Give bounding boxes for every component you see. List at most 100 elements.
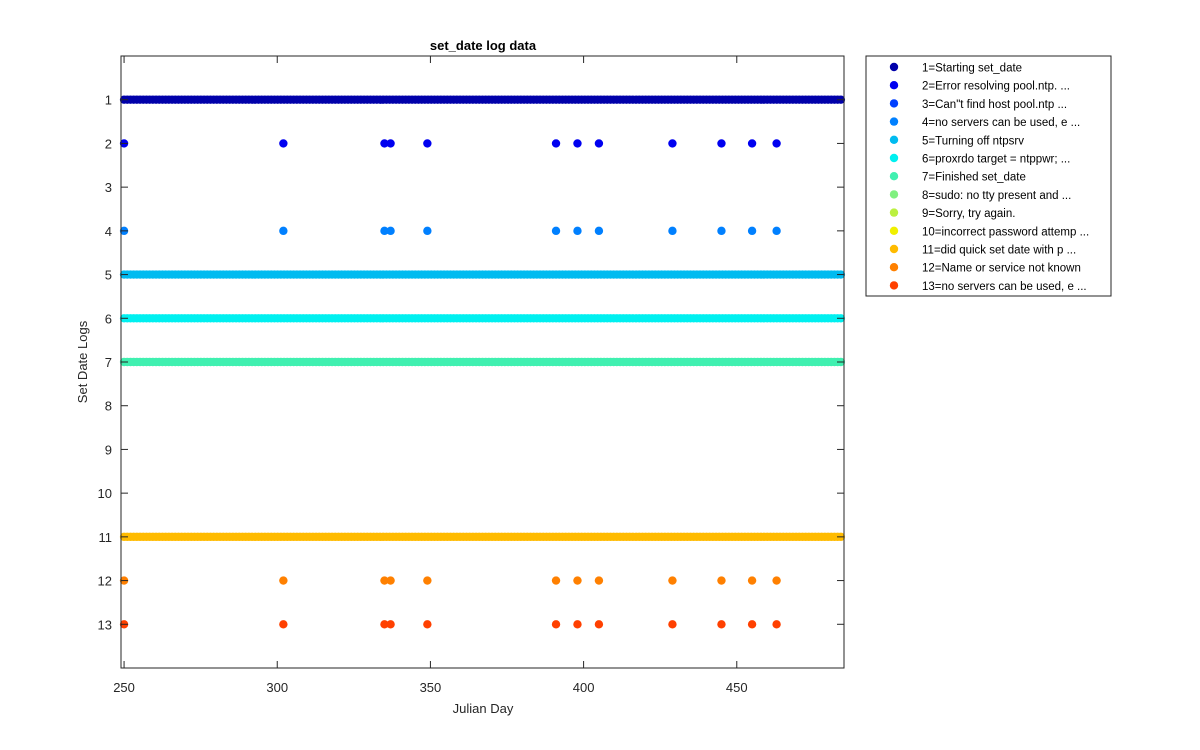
y-tick-label: 2 xyxy=(105,136,112,151)
legend-entry: 3=Can"t find host pool.ntp ... xyxy=(889,99,1067,111)
legend-label: 3=Can"t find host pool.ntp ... xyxy=(922,99,1067,111)
legend-entry: 9=Sorry, try again. xyxy=(889,208,1015,220)
series-7 xyxy=(119,357,846,367)
legend-entry: 6=proxrdo target = ntppwr; ... xyxy=(889,154,1070,166)
legend-entry: 7=Finished set_date xyxy=(889,172,1026,184)
legend-marker xyxy=(889,81,899,90)
data-point xyxy=(573,620,582,629)
data-point xyxy=(551,226,561,236)
data-point xyxy=(423,620,432,629)
y-tick-label: 1 xyxy=(105,93,112,108)
data-point xyxy=(380,620,389,629)
legend-marker xyxy=(889,226,899,235)
series-13 xyxy=(119,620,781,629)
y-tick-label: 10 xyxy=(98,486,112,501)
data-point xyxy=(668,226,677,236)
data-point xyxy=(423,139,432,148)
legend-entries: 1=Starting set_date 2=Error resolving poo… xyxy=(889,62,1089,293)
data-point xyxy=(279,620,288,629)
y-tick-label: 11 xyxy=(99,530,113,545)
legend-label: 2=Error resolving pool.ntp. ... xyxy=(922,81,1070,93)
data-point xyxy=(668,576,677,585)
legend-entry: 12=Name or service not known xyxy=(889,263,1081,275)
data-point xyxy=(772,576,781,585)
data-point xyxy=(772,620,781,629)
data-point xyxy=(717,576,726,585)
x-tick-label: 250 xyxy=(113,680,135,695)
data-point xyxy=(423,226,432,236)
data-point xyxy=(747,576,757,585)
x-tick-label: 300 xyxy=(266,680,288,695)
data-point xyxy=(386,226,395,236)
y-tick-label: 13 xyxy=(98,617,112,632)
data-point xyxy=(772,226,781,236)
y-tick-label: 7 xyxy=(105,355,112,370)
data-point xyxy=(594,576,604,585)
y-tick-label: 12 xyxy=(98,574,112,589)
series-11 xyxy=(119,532,846,542)
legend-entry: 8=sudo: no tty present and ... xyxy=(889,190,1071,202)
series-1 xyxy=(119,95,846,104)
legend-entry: 5=Turning off ntpsrv xyxy=(889,135,1024,147)
series-2 xyxy=(119,139,781,148)
legend-marker xyxy=(889,190,899,199)
legend-entry: 13=no servers can be used, e ... xyxy=(889,281,1087,293)
legend-marker xyxy=(889,172,899,181)
data-point xyxy=(380,576,389,585)
data-point xyxy=(717,139,726,148)
legend-label: 7=Finished set_date xyxy=(922,172,1026,184)
legend-marker xyxy=(889,244,899,254)
plot-marks xyxy=(119,95,846,629)
legend-label: 5=Turning off ntpsrv xyxy=(922,135,1024,147)
legend-label: 11=did quick set date with p ... xyxy=(922,245,1076,257)
data-point xyxy=(747,620,757,629)
y-tick-label: 6 xyxy=(105,311,112,326)
data-point xyxy=(380,139,389,148)
data-point xyxy=(380,226,389,236)
data-point xyxy=(594,139,604,148)
legend-label: 8=sudo: no tty present and ... xyxy=(922,190,1071,202)
series-12 xyxy=(119,576,781,585)
data-point xyxy=(551,620,561,629)
legend-label: 6=proxrdo target = ntppwr; ... xyxy=(922,154,1070,166)
x-axis-label: Julian Day xyxy=(453,701,514,716)
legend-entry: 10=incorrect password attemp ... xyxy=(889,226,1089,238)
data-point xyxy=(279,226,288,236)
legend-label: 9=Sorry, try again. xyxy=(922,208,1015,220)
legend-marker xyxy=(889,135,899,144)
data-point xyxy=(279,576,288,585)
data-point xyxy=(594,226,604,236)
legend-entry: 2=Error resolving pool.ntp. ... xyxy=(889,81,1070,93)
y-tick-label: 5 xyxy=(105,268,112,283)
data-point xyxy=(386,620,395,629)
data-point xyxy=(772,139,781,148)
legend-marker xyxy=(889,117,899,126)
legend-label: 13=no servers can be used, e ... xyxy=(922,281,1087,293)
legend-label: 10=incorrect password attemp ... xyxy=(922,226,1089,238)
chart-title: set_date log data xyxy=(430,38,537,53)
data-point xyxy=(551,139,561,148)
legend-marker xyxy=(889,208,899,217)
y-tick-label: 3 xyxy=(105,180,112,195)
data-point xyxy=(573,226,582,236)
legend-entry: 4=no servers can be used, e ... xyxy=(889,117,1080,129)
data-point xyxy=(668,620,677,629)
legend-marker xyxy=(889,62,899,72)
data-point xyxy=(279,139,288,148)
x-axis: 250 300 350 400 450 xyxy=(113,56,748,695)
data-point xyxy=(386,576,395,585)
x-tick-label: 400 xyxy=(573,680,595,695)
data-point xyxy=(573,576,582,585)
x-tick-label: 350 xyxy=(420,680,442,695)
legend-marker xyxy=(889,281,899,290)
series-4 xyxy=(119,226,781,236)
legend-entry: 1=Starting set_date xyxy=(889,62,1022,75)
legend-marker xyxy=(889,263,899,272)
y-tick-label: 9 xyxy=(105,442,112,457)
legend-label: 12=Name or service not known xyxy=(922,263,1081,275)
data-point xyxy=(717,620,726,629)
x-tick-label: 450 xyxy=(726,680,748,695)
data-point xyxy=(386,139,395,148)
y-axis-label: Set Date Logs xyxy=(75,320,90,403)
